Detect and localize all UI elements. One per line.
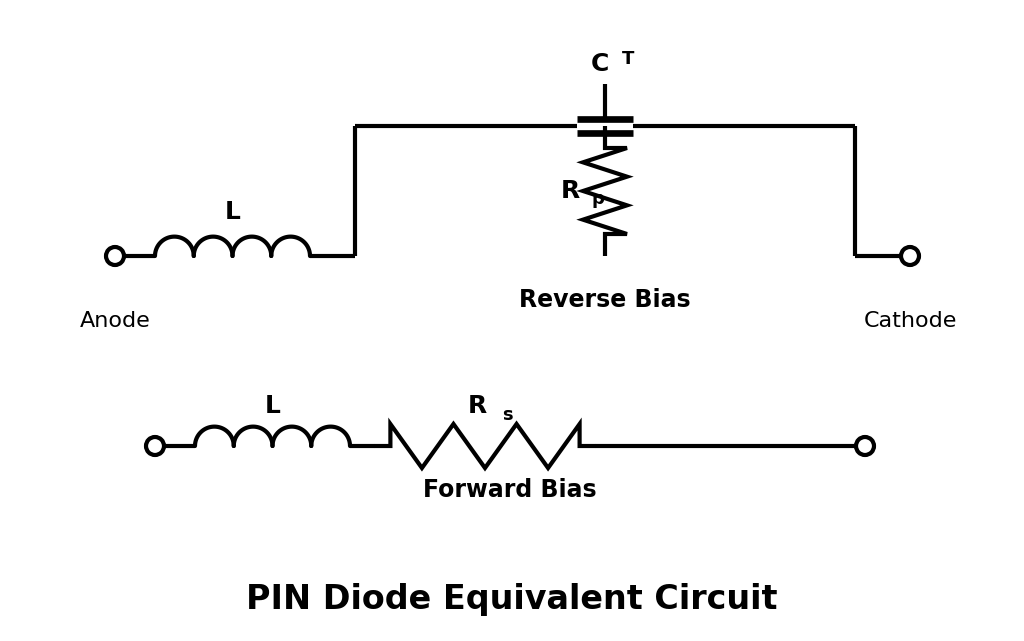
Text: R: R: [467, 394, 486, 418]
Text: PIN Diode Equivalent Circuit: PIN Diode Equivalent Circuit: [246, 583, 778, 615]
Text: Cathode: Cathode: [863, 311, 956, 331]
Text: s: s: [502, 406, 512, 424]
Text: R: R: [560, 179, 580, 203]
Text: T: T: [622, 50, 634, 68]
Text: L: L: [264, 394, 281, 418]
Text: p: p: [592, 190, 604, 208]
Text: Forward Bias: Forward Bias: [423, 478, 597, 502]
Text: L: L: [224, 200, 241, 224]
Text: Reverse Bias: Reverse Bias: [519, 288, 691, 312]
Text: Anode: Anode: [80, 311, 151, 331]
Text: C: C: [591, 52, 609, 76]
